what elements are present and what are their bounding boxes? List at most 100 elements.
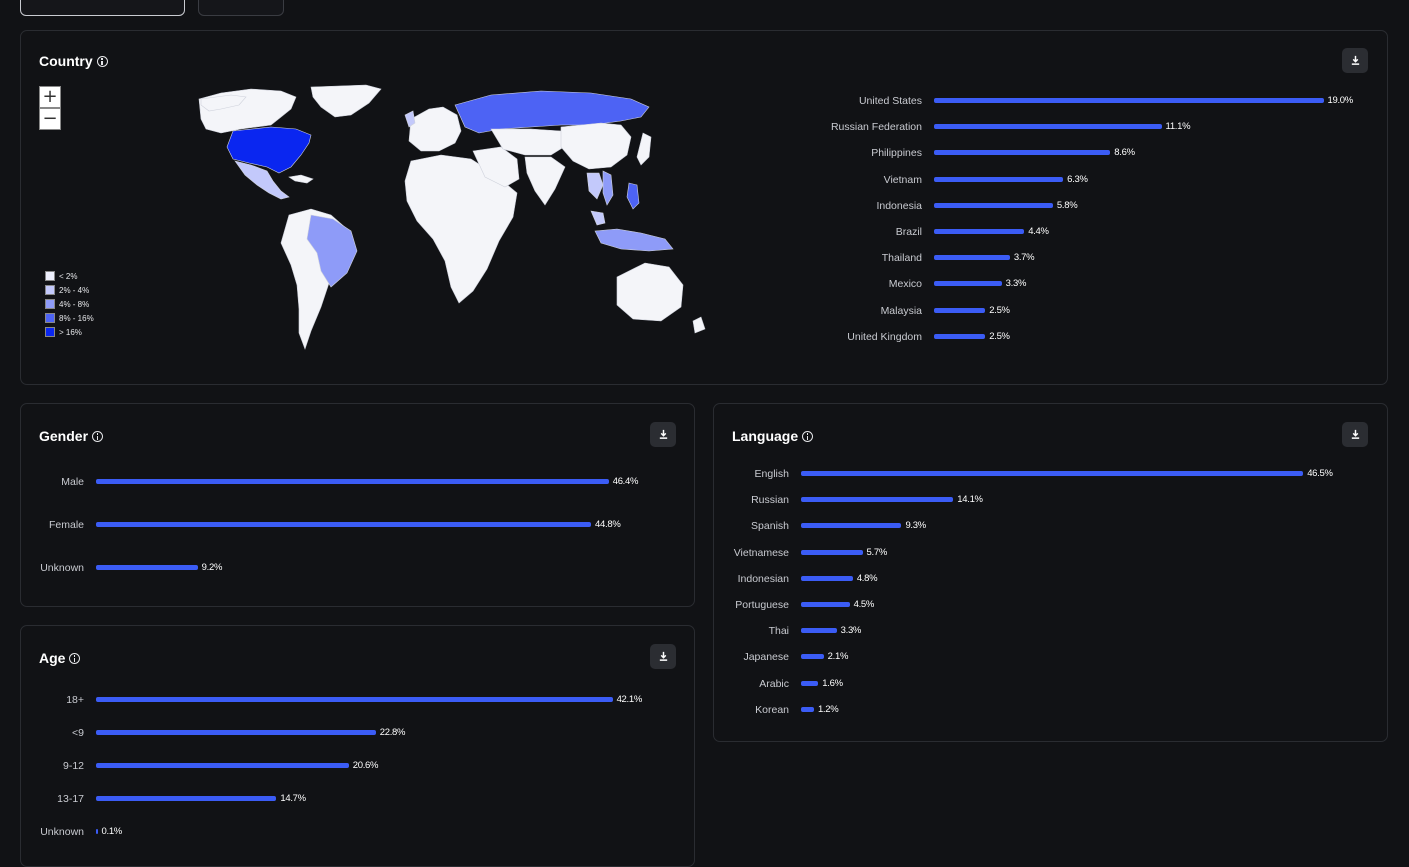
- country-bar[interactable]: [934, 150, 1111, 156]
- age-bar-row: <9 22.8%: [21, 726, 694, 740]
- language-bar-label: Spanish: [751, 520, 789, 533]
- download-button[interactable]: [650, 422, 676, 447]
- info-icon[interactable]: [96, 55, 108, 67]
- country-bar-value: 3.3%: [1005, 278, 1027, 290]
- map-region-australia: [616, 262, 684, 322]
- language-title-text: Language: [732, 428, 799, 444]
- age-bar-row: 9-12 20.6%: [21, 759, 694, 773]
- country-bar-value: 2.5%: [989, 330, 1010, 342]
- gender-bar-value: 46.4%: [612, 476, 639, 487]
- country-card: Country + −: [20, 30, 1388, 385]
- top-tab[interactable]: [198, 0, 284, 16]
- country-bar-value: 11.1%: [1165, 121, 1191, 133]
- map-region-united-kingdom: [404, 110, 416, 128]
- age-bar-row: 13-17 14.7%: [21, 792, 694, 806]
- age-bar[interactable]: [96, 829, 98, 834]
- legend-swatch: [45, 313, 55, 323]
- age-bar-row: Unknown 0.1%: [21, 825, 694, 839]
- legend-label: 4% - 8%: [59, 299, 90, 309]
- language-bar-value: 5.7%: [866, 546, 888, 558]
- map-region-new-zealand: [692, 316, 706, 334]
- info-icon[interactable]: [92, 430, 104, 442]
- country-bar-value: 2.5%: [989, 304, 1010, 316]
- language-bar[interactable]: [801, 523, 902, 529]
- gender-bar-value: 9.2%: [201, 562, 223, 573]
- language-bar[interactable]: [801, 497, 954, 503]
- age-bar-value: 22.8%: [379, 727, 406, 738]
- country-bar-row: Brazil 4.4%: [21, 225, 1387, 239]
- country-bar-label: Russian Federation: [830, 121, 922, 134]
- age-bar[interactable]: [96, 730, 376, 735]
- age-bar-chart: 18+ 42.1% <9 22.8% 9-12 20.6% 13-17 14.7% Unknow…: [21, 626, 694, 866]
- language-bar-row: Portuguese 4.5%: [714, 598, 1387, 612]
- gender-bar[interactable]: [96, 479, 609, 484]
- age-bar[interactable]: [96, 697, 613, 702]
- zoom-out-button[interactable]: −: [39, 108, 61, 130]
- age-bar[interactable]: [96, 763, 349, 768]
- gender-bar-label: Female: [48, 519, 84, 531]
- top-tab-active[interactable]: [20, 0, 185, 16]
- world-map[interactable]: [121, 81, 721, 356]
- language-bar[interactable]: [801, 680, 819, 686]
- gender-card: Gender Male 46.4% Female 44.8% Unknown 9.2%: [20, 403, 695, 607]
- legend-item: > 16%: [45, 325, 94, 339]
- map-legend: < 2% 2% - 4% 4% - 8% 8% - 16% > 16%: [45, 269, 94, 339]
- country-bar-label: United States: [858, 95, 922, 107]
- country-bar-row: Vietnam 6.3%: [21, 173, 1387, 187]
- language-bar[interactable]: [801, 706, 814, 712]
- language-bar-row: Japanese 2.1%: [714, 650, 1387, 664]
- map-region-india: [524, 156, 566, 206]
- country-bar-value: 8.6%: [1114, 147, 1135, 159]
- download-button[interactable]: [1342, 48, 1368, 73]
- language-bar-row: Spanish 9.3%: [714, 519, 1387, 533]
- info-icon[interactable]: [69, 652, 81, 664]
- age-bar-label: 18+: [66, 694, 84, 706]
- download-button[interactable]: [650, 644, 676, 669]
- legend-label: 2% - 4%: [59, 285, 90, 295]
- language-bar-label: Vietnamese: [733, 546, 789, 559]
- language-bar-row: Arabic 1.6%: [714, 677, 1387, 691]
- legend-swatch: [45, 285, 55, 295]
- download-button[interactable]: [1342, 422, 1368, 447]
- map-region-mexico: [234, 160, 290, 200]
- country-title-text: Country: [39, 53, 93, 69]
- country-bar[interactable]: [934, 98, 1324, 103]
- language-bar[interactable]: [801, 654, 824, 660]
- zoom-in-button[interactable]: +: [39, 86, 61, 108]
- country-bar[interactable]: [934, 229, 1025, 234]
- language-bar[interactable]: [801, 628, 837, 634]
- country-bar[interactable]: [934, 124, 1162, 130]
- language-bar-row: Indonesian 4.8%: [714, 572, 1387, 586]
- map-region-china: [560, 122, 632, 170]
- age-bar[interactable]: [96, 796, 277, 801]
- language-bar[interactable]: [801, 575, 853, 581]
- language-bar[interactable]: [801, 602, 850, 607]
- age-title: Age: [39, 650, 81, 666]
- language-bar[interactable]: [801, 549, 863, 555]
- country-bar-row: Philippines 8.6%: [21, 146, 1387, 160]
- language-bar[interactable]: [801, 471, 1304, 476]
- country-bar-value: 3.7%: [1013, 252, 1035, 264]
- country-bar[interactable]: [934, 255, 1010, 261]
- gender-bar[interactable]: [96, 522, 592, 527]
- map-region-thailand: [586, 172, 604, 200]
- gender-bar[interactable]: [96, 565, 198, 570]
- country-bar[interactable]: [934, 333, 986, 339]
- age-bar-value: 14.7%: [280, 793, 306, 804]
- country-bar[interactable]: [934, 202, 1053, 208]
- country-bar-value: 6.3%: [1067, 173, 1088, 185]
- country-bar[interactable]: [934, 281, 1002, 287]
- age-bar-label: Unknown: [40, 826, 84, 838]
- country-bar[interactable]: [934, 176, 1064, 182]
- map-region-japan: [636, 132, 652, 166]
- country-bar[interactable]: [934, 307, 986, 313]
- age-bar-value: 20.6%: [352, 760, 379, 771]
- map-region-middle-east: [472, 146, 520, 188]
- country-bar-row: Indonesia 5.8%: [21, 199, 1387, 213]
- gender-bar-label: Male: [61, 476, 84, 488]
- info-icon[interactable]: [802, 430, 814, 442]
- country-bar-label: United Kingdom: [847, 330, 922, 343]
- country-bar-value: 4.4%: [1028, 226, 1049, 237]
- map-region-greenland: [310, 84, 382, 118]
- language-bar-value: 1.6%: [822, 677, 843, 689]
